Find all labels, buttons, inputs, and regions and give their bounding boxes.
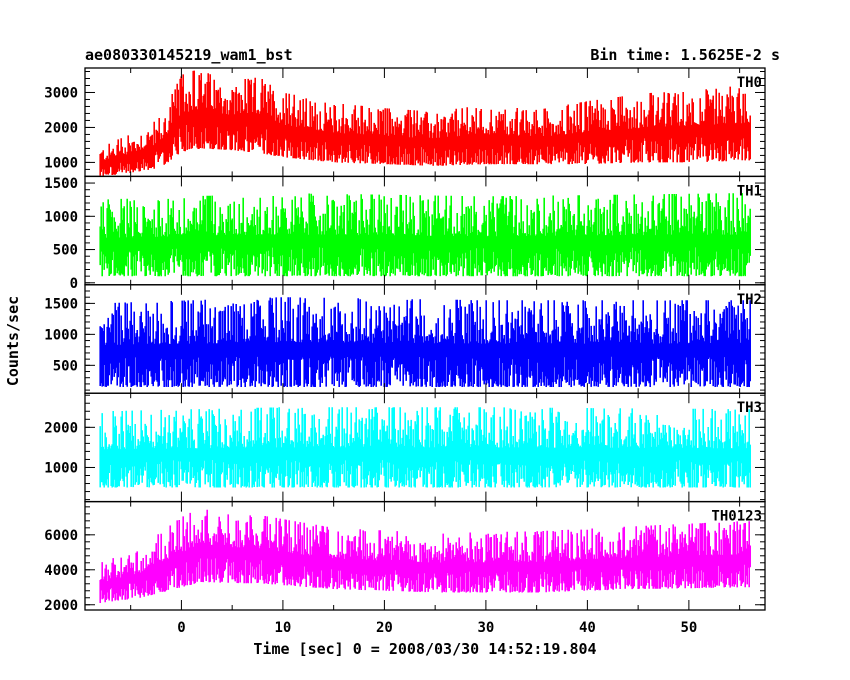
x-tick-label: 10 (274, 620, 291, 636)
y-tick-label: 3000 (44, 85, 78, 101)
panel-label: TH0 (737, 75, 762, 91)
y-tick-label: 1000 (44, 327, 78, 343)
y-tick-label: 0 (70, 276, 78, 292)
panel-label: TH3 (737, 400, 762, 416)
y-tick-label: 500 (53, 243, 78, 259)
y-tick-label: 4000 (44, 563, 78, 579)
panel-label: TH0123 (711, 509, 762, 525)
panel-th1: 0 500 1000 1500 TH1 (44, 175, 766, 292)
x-axis: 0 10 20 30 40 50 (177, 620, 697, 636)
y-tick-label: 1000 (44, 460, 78, 476)
x-axis-label: Time [sec] 0 = 2008/03/30 14:52:19.804 (253, 640, 596, 658)
panel-th2: 500 1000 1500 TH2 (44, 284, 766, 394)
x-tick-label: 0 (177, 620, 185, 636)
panel-th0: 1000 2000 3000 TH0 (44, 67, 766, 178)
y-tick-label: 1000 (44, 155, 78, 171)
series-th1-trace (99, 193, 751, 277)
panel-label: TH1 (737, 183, 762, 199)
y-tick-label: 6000 (44, 528, 78, 544)
plot-title-right: Bin time: 1.5625E-2 s (590, 46, 780, 64)
y-tick-label: 2000 (44, 598, 78, 614)
x-tick-label: 30 (477, 620, 494, 636)
x-tick-label: 40 (579, 620, 596, 636)
series-th0-trace (99, 70, 751, 176)
y-tick-label: 1500 (44, 176, 78, 192)
y-tick-label: 1500 (44, 296, 78, 312)
y-tick-label: 2000 (44, 120, 78, 136)
series-th2-trace (99, 297, 751, 387)
x-tick-label: 50 (680, 620, 697, 636)
panel-th0123: 2000 4000 6000 TH0123 (44, 500, 766, 614)
series-th3-trace (99, 407, 751, 488)
panel-label: TH2 (737, 292, 762, 308)
panels-group: 1000 2000 3000 TH0 0 500 1000 1500 TH1 500 1000 150… (44, 67, 766, 614)
y-tick-label: 1000 (44, 209, 78, 225)
series-th0123-trace (99, 509, 751, 603)
panel-th3: 1000 2000 TH3 (44, 392, 766, 503)
x-tick-label: 20 (376, 620, 393, 636)
y-axis-label: Counts/sec (4, 296, 22, 386)
plot-title-left: ae080330145219_wam1_bst (85, 46, 293, 64)
y-tick-label: 500 (53, 358, 78, 374)
y-tick-label: 2000 (44, 420, 78, 436)
